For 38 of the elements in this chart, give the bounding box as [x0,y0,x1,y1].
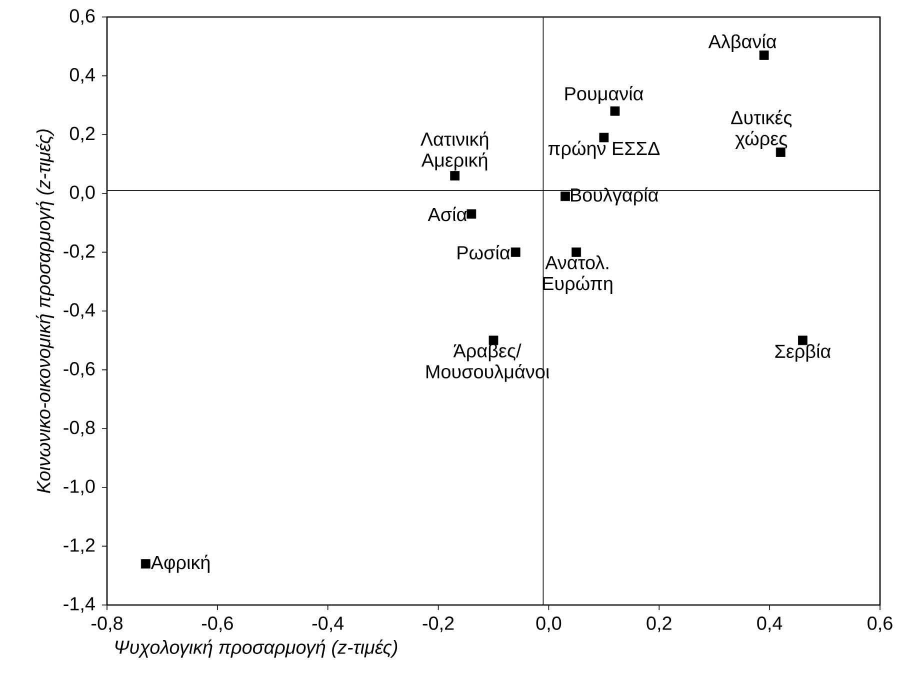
point [450,171,460,180]
y-tick-label: -0,4 [64,303,95,319]
annotation: Λατινική Αμερική [420,131,488,171]
annotation: Ρουμανία [565,86,644,104]
point [560,192,570,202]
annotation: Βουλγαρία [571,187,658,206]
y-tick-label: -1,4 [64,597,95,613]
y-tick-label: -1,0 [64,480,95,496]
x-axis-title: Ψυχολογική προσαρμογή (z-τιμές) [115,640,398,658]
annotation: Ρωσία [458,244,510,260]
point [510,247,520,257]
y-tick-label: 0,4 [70,68,95,84]
y-tick-label: -0,2 [64,244,95,260]
y-axis-title: Κοινωνικο-οικονομική προσαρμογή (z-τιμές) [36,130,54,494]
annotation: Δυτικές χώρες [731,110,792,150]
x-tick-label: -0,6 [202,616,233,632]
x-tick-label: 0,6 [868,616,892,632]
x-tick-label: -0,4 [312,616,344,632]
y-tick-label: 0,0 [70,186,95,202]
x-tick-label: 0,4 [757,616,782,632]
x-tick-label: 0,0 [536,616,562,632]
y-tick-label: -0,8 [64,420,95,436]
annotation: Αφρική [150,554,210,573]
annotation: Σερβία [775,344,831,362]
annotation: Ανατολ. Ευρώπη [543,255,612,294]
y-tick-label: -1,2 [64,538,95,554]
point [466,209,476,219]
y-tick-label: 0,2 [70,126,95,142]
point [610,106,620,116]
x-tick-label: 0,2 [646,616,672,632]
annotation: Αλβανία [708,34,776,52]
x-tick-label: -0,8 [92,616,122,632]
x-tick-label: -0,2 [422,616,454,632]
y-tick-label: 0,6 [70,9,95,25]
annotation: πρώην ΕΣΣΔ [548,140,660,159]
annotation: Ασία [428,206,467,222]
y-tick-label: -0,6 [64,362,95,378]
point [140,559,150,569]
